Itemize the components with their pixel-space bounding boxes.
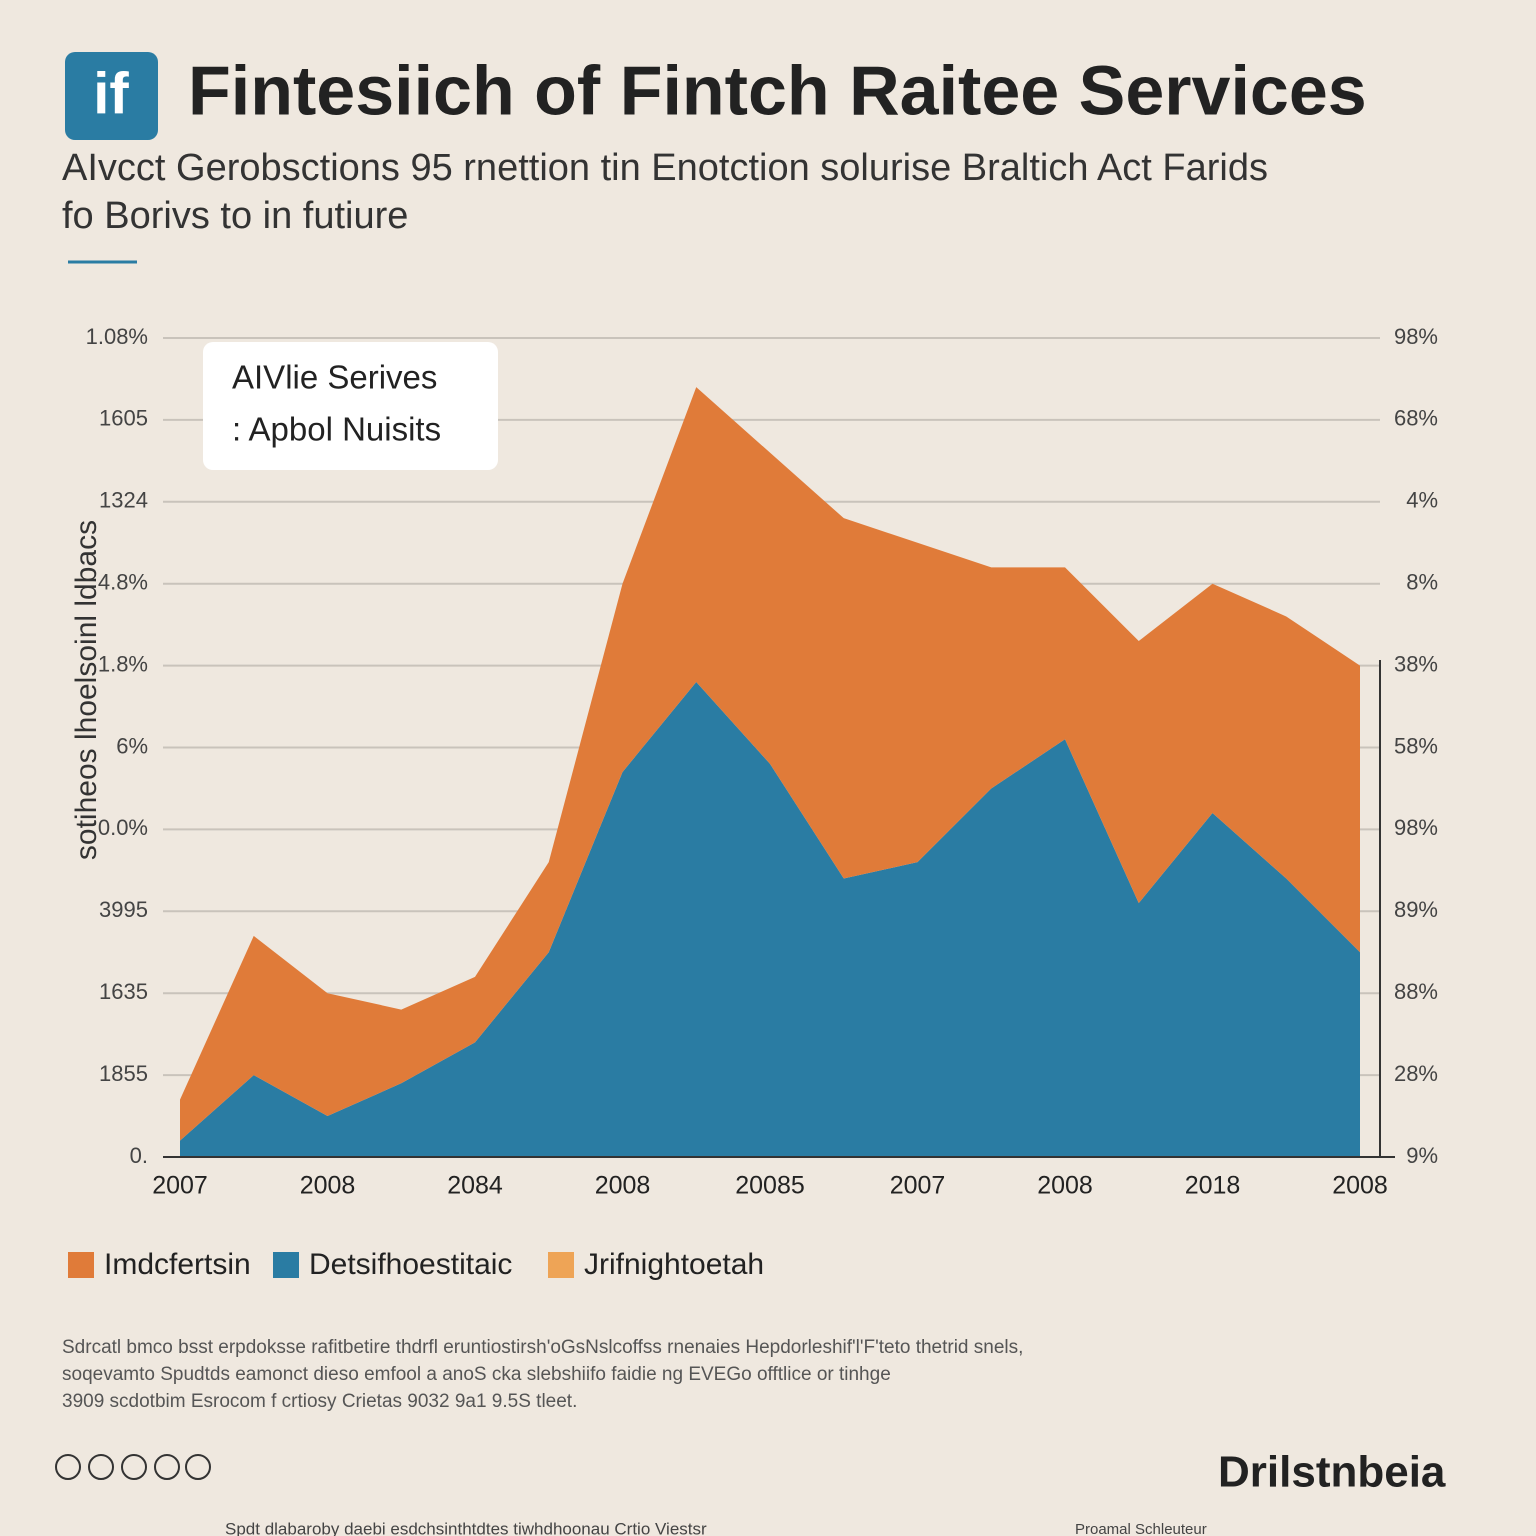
y-label-left: 1635 xyxy=(99,979,148,1004)
y-label-left: 0. xyxy=(130,1143,148,1168)
y-label-right: 68% xyxy=(1394,406,1438,431)
y-label-left: 0.0% xyxy=(98,815,148,840)
credits: Spdt dlabaroby daebi esdchsinthtdtes tiw… xyxy=(225,1519,707,1536)
y-label-left: 3995 xyxy=(99,897,148,922)
y-label-left: 1.08% xyxy=(86,324,148,349)
footnote: soqevamto Spudtds eamonct dieso emfool a… xyxy=(62,1364,891,1385)
y-label-right: 88% xyxy=(1394,979,1438,1004)
legend: Imdcfertsin Detsifhoestitaic Jrifnightoeta… xyxy=(68,1248,764,1281)
annotation: : Apbol Nuisits xyxy=(232,411,441,448)
y-label-right: 28% xyxy=(1394,1061,1438,1086)
license-icons xyxy=(55,1454,211,1480)
plot: 0. 1855 1635 3995 0.0% 6% 1.8% 4.8% 1324 1605 1.08… xyxy=(70,324,1438,1200)
x-tick-label: 2007 xyxy=(890,1172,946,1200)
legend-swatch xyxy=(68,1252,94,1278)
logo-box xyxy=(65,52,158,140)
annotation: AIVlie Serives xyxy=(232,359,437,396)
y-label-right: 98% xyxy=(1394,324,1438,349)
brand-sub: Proamal Schleuteur xyxy=(1075,1521,1207,1536)
title: Fintesiich of Fintch Raitee Services xyxy=(188,51,1367,129)
y-label-left: 1855 xyxy=(99,1061,148,1086)
x-tick-label: 2007 xyxy=(152,1172,208,1200)
y-label-right: 89% xyxy=(1394,897,1438,922)
legend-swatch xyxy=(548,1252,574,1278)
y-label-left: 6% xyxy=(116,733,148,758)
subtitle: fo Borivs to in futiure xyxy=(62,195,408,237)
y-axis-title: sotiheos lhoelsoinl ldbacs xyxy=(70,520,103,860)
y-label-left: 1324 xyxy=(99,488,148,513)
y-label-left: 1605 xyxy=(99,406,148,431)
area xyxy=(180,681,1360,1157)
legend-label: Detsifhoestitaic xyxy=(309,1248,512,1281)
brand: Drilstnbeia xyxy=(1218,1448,1446,1497)
logo: if xyxy=(93,61,129,126)
x-tick-label: 2008 xyxy=(300,1172,356,1200)
legend-label: Imdcfertsin xyxy=(104,1248,251,1281)
y-label-left: 1.8% xyxy=(98,651,148,676)
y-label-right: 38% xyxy=(1394,651,1438,676)
y-label-right: 9% xyxy=(1406,1143,1438,1168)
area xyxy=(180,387,1360,1141)
x-tick-label: 2084 xyxy=(447,1172,503,1200)
y-label-right: 8% xyxy=(1406,570,1438,595)
y-label-right: 4% xyxy=(1406,488,1438,513)
subtitle: AIvcct Gerobsctions 95 rnettion tin Enot… xyxy=(62,147,1268,189)
y-label-right: 58% xyxy=(1394,733,1438,758)
x-tick-label: 2018 xyxy=(1185,1172,1241,1200)
y-label-left: 4.8% xyxy=(98,570,148,595)
x-tick-label: 2008 xyxy=(1037,1172,1093,1200)
annotation-box xyxy=(203,342,498,470)
x-tick-label: 20085 xyxy=(735,1172,805,1200)
y-label-right: 98% xyxy=(1394,815,1438,840)
x-tick-label: 2008 xyxy=(595,1172,651,1200)
legend-label: Jrifnightoetah xyxy=(584,1248,764,1281)
footnote: 3909 scdotbim Esrocom f crtiosy Crietas … xyxy=(62,1391,577,1412)
legend-swatch xyxy=(273,1252,299,1278)
footnote: Sdrcatl bmco bsst erpdoksse rafitbetire … xyxy=(62,1337,1023,1358)
x-tick-label: 2008 xyxy=(1332,1172,1388,1200)
